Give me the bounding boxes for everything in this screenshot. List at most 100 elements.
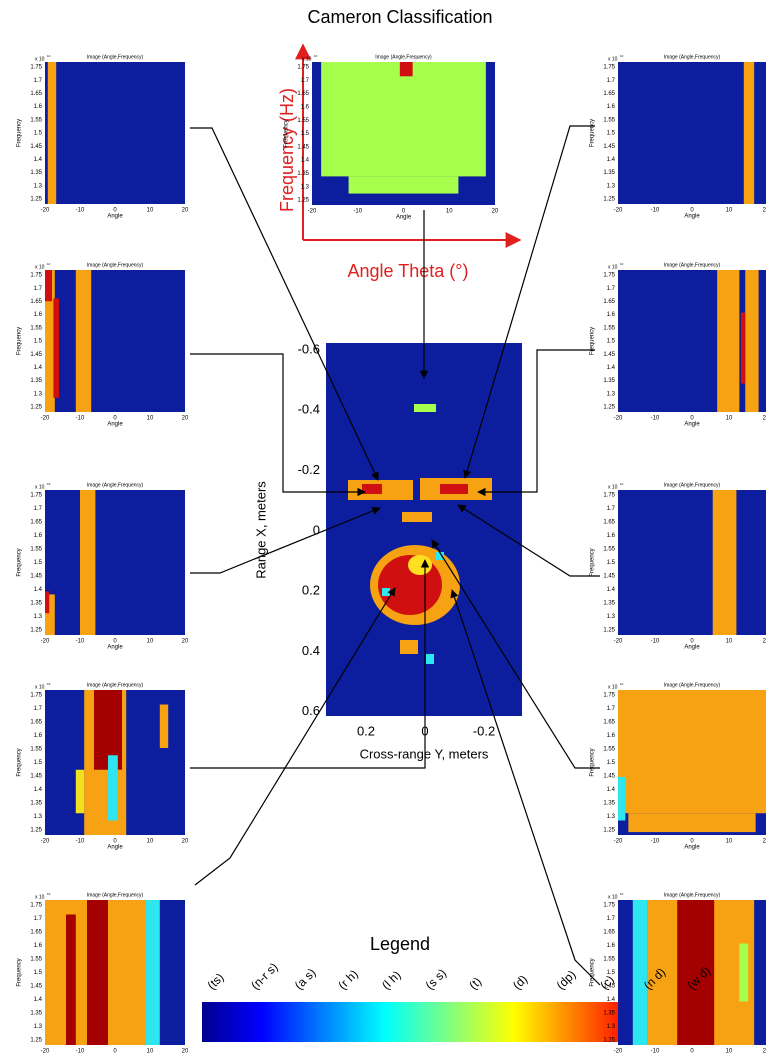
- y-tick-label: 1.45: [603, 144, 615, 150]
- class-region: [677, 900, 715, 1045]
- x-label: Angle: [107, 645, 123, 651]
- y-label: Frequency: [590, 548, 596, 576]
- class-region: [145, 900, 160, 1045]
- class-region: [618, 777, 626, 821]
- class-region: [321, 62, 486, 177]
- x-tick-label: 0: [113, 839, 117, 845]
- central-image: [326, 343, 522, 716]
- y-tick-label: 1.55: [30, 747, 42, 753]
- y-tick-label: 1.25: [603, 197, 615, 203]
- subplot-title: Image (Angle,Frequency): [664, 54, 721, 60]
- y-tick-label: 1.25: [30, 828, 42, 834]
- exponent-power: 10: [47, 54, 51, 58]
- center-y-tick: -0.6: [298, 341, 320, 356]
- x-tick-label: 0: [690, 1049, 694, 1054]
- center-y-label: Range X, meters: [253, 481, 268, 579]
- exponent: x 10: [608, 264, 618, 270]
- y-tick-label: 1.7: [34, 286, 43, 292]
- x-tick-label: -10: [353, 209, 362, 215]
- x-tick-label: 10: [726, 639, 733, 645]
- y-tick-label: 1.55: [603, 957, 615, 963]
- class-region: [66, 914, 76, 1045]
- y-tick-label: 1.35: [603, 601, 615, 607]
- subplot: Image (Angle,Frequency)x 10101.751.71.65…: [590, 482, 766, 651]
- y-tick-label: 1.55: [603, 547, 615, 553]
- y-tick-label: 1.4: [607, 365, 616, 371]
- legend-label: (l h): [379, 968, 404, 993]
- y-tick-label: 1.45: [30, 774, 42, 780]
- y-tick-label: 1.6: [34, 312, 43, 318]
- y-tick-label: 1.75: [30, 65, 42, 71]
- subplot-title: Image (Angle,Frequency): [87, 892, 144, 898]
- class-region: [712, 490, 737, 635]
- exponent-power: 10: [314, 54, 318, 58]
- y-tick-label: 1.65: [30, 520, 42, 526]
- class-region: [75, 769, 85, 814]
- y-tick-label: 1.75: [30, 493, 42, 499]
- y-tick-label: 1.65: [30, 720, 42, 726]
- x-tick-label: 0: [402, 209, 406, 215]
- y-tick-label: 1.7: [607, 706, 616, 712]
- class-region: [348, 176, 459, 194]
- y-tick-label: 1.3: [607, 1024, 616, 1030]
- exponent: x 10: [35, 894, 45, 900]
- y-tick-label: 1.5: [607, 560, 616, 566]
- y-tick-label: 1.3: [34, 814, 43, 820]
- y-tick-label: 1.35: [603, 801, 615, 807]
- x-tick-label: 0: [690, 639, 694, 645]
- y-tick-label: 1.65: [30, 299, 42, 305]
- y-tick-label: 1.4: [607, 587, 616, 593]
- x-tick-label: 20: [182, 639, 189, 645]
- x-tick-label: -20: [41, 1049, 50, 1054]
- y-tick-label: 1.5: [607, 760, 616, 766]
- center-x-tick: 0.2: [357, 723, 375, 738]
- class-region: [45, 594, 55, 635]
- x-tick-label: -20: [614, 416, 623, 422]
- subplot: Image (Angle,Frequency)x 10101.751.71.65…: [590, 892, 766, 1054]
- y-tick-label: 1.65: [603, 930, 615, 936]
- x-tick-label: -20: [308, 209, 317, 215]
- y-tick-label: 1.25: [30, 1038, 42, 1044]
- y-tick-label: 1.75: [603, 903, 615, 909]
- y-tick-label: 1.7: [34, 78, 43, 84]
- y-label: Frequency: [17, 958, 23, 986]
- exponent: x 10: [35, 484, 45, 490]
- y-tick-label: 1.75: [30, 693, 42, 699]
- y-tick-label: 1.65: [603, 91, 615, 97]
- x-tick-label: -20: [614, 208, 623, 214]
- x-tick-label: 10: [147, 416, 154, 422]
- y-tick-label: 1.65: [603, 720, 615, 726]
- x-tick-label: 10: [147, 208, 154, 214]
- class-region: [45, 270, 55, 412]
- y-label: Frequency: [590, 748, 596, 776]
- center-y-tick: 0.6: [302, 703, 320, 718]
- legend-label: (t): [466, 974, 484, 992]
- x-tick-label: 20: [492, 209, 499, 215]
- y-tick-label: 1.5: [607, 339, 616, 345]
- freq-label: Frequency (Hz): [277, 88, 297, 212]
- subplot-title: Image (Angle,Frequency): [87, 682, 144, 688]
- center-y-tick: -0.4: [298, 402, 320, 417]
- y-tick-label: 1.25: [603, 628, 615, 634]
- x-tick-label: 20: [763, 416, 766, 422]
- subplot-title: Image (Angle,Frequency): [664, 262, 721, 268]
- legend-label: (dp): [554, 967, 579, 992]
- y-tick-label: 1.35: [603, 378, 615, 384]
- x-tick-label: -10: [76, 1049, 85, 1054]
- y-label: Frequency: [17, 548, 23, 576]
- legend-label: (ts): [204, 970, 226, 992]
- y-tick-label: 1.6: [34, 104, 43, 110]
- y-tick-label: 1.55: [603, 747, 615, 753]
- x-tick-label: 0: [690, 839, 694, 845]
- y-tick-label: 1.45: [30, 352, 42, 358]
- leader-lines: [190, 125, 601, 986]
- class-region: [628, 813, 756, 833]
- exponent-power: 10: [620, 682, 624, 686]
- center-x-label: Cross-range Y, meters: [360, 746, 489, 761]
- x-tick-label: 20: [182, 416, 189, 422]
- x-tick-label: 10: [726, 208, 733, 214]
- y-label: Frequency: [17, 748, 23, 776]
- y-tick-label: 1.5: [301, 131, 310, 137]
- x-tick-label: -10: [651, 639, 660, 645]
- angle-label: Angle Theta (°): [348, 261, 469, 281]
